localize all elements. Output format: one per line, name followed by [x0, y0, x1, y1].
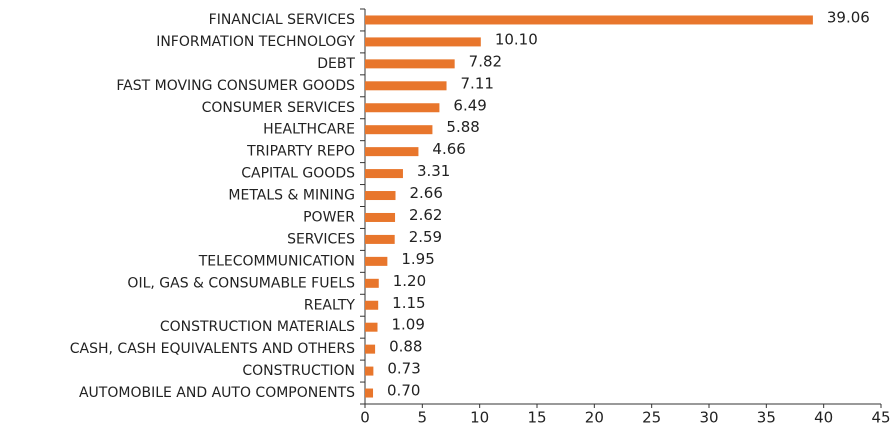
category-label: TELECOMMUNICATION — [198, 253, 355, 269]
value-label: 0.73 — [387, 360, 420, 378]
value-label: 1.95 — [401, 250, 434, 268]
value-label: 0.88 — [389, 338, 422, 356]
category-label: METALS & MINING — [228, 188, 355, 204]
bar — [365, 147, 419, 157]
category-label: CASH, CASH EQUIVALENTS AND OTHERS — [70, 341, 355, 357]
bar — [365, 59, 455, 69]
value-label: 1.09 — [391, 316, 424, 334]
bar — [365, 125, 433, 135]
bar — [365, 191, 396, 201]
category-label: TRIPARTY REPO — [246, 144, 355, 160]
category-label: FAST MOVING CONSUMER GOODS — [116, 78, 355, 94]
bar — [365, 103, 440, 113]
value-label: 1.20 — [393, 272, 426, 290]
category-label: INFORMATION TECHNOLOGY — [156, 34, 355, 50]
bar — [365, 37, 481, 47]
value-label: 3.31 — [417, 162, 450, 180]
bar — [365, 366, 374, 376]
bar — [365, 81, 447, 91]
x-tick-label: 45 — [871, 409, 890, 427]
bar — [365, 278, 379, 288]
category-label: DEBT — [317, 56, 355, 72]
category-label: REALTY — [304, 297, 356, 313]
x-tick-label: 10 — [470, 409, 489, 427]
category-label: SERVICES — [287, 231, 355, 247]
category-label: CONSUMER SERVICES — [202, 100, 356, 116]
value-label: 1.15 — [392, 294, 425, 312]
category-label: AUTOMOBILE AND AUTO COMPONENTS — [79, 385, 355, 401]
value-label: 39.06 — [827, 8, 870, 26]
bar — [365, 300, 379, 310]
value-label: 4.66 — [432, 140, 465, 158]
value-label: 6.49 — [453, 96, 486, 114]
x-tick-label: 35 — [757, 409, 776, 427]
bar — [365, 344, 376, 354]
category-label: HEALTHCARE — [263, 122, 355, 138]
category-label: CAPITAL GOODS — [241, 166, 355, 182]
x-tick-label: 0 — [360, 409, 370, 427]
value-label: 7.11 — [461, 74, 494, 92]
bar — [365, 322, 378, 332]
bar — [365, 256, 388, 266]
category-label: FINANCIAL SERVICES — [209, 12, 355, 28]
value-label: 2.59 — [409, 228, 442, 246]
x-tick-label: 40 — [814, 409, 833, 427]
category-label: OIL, GAS & CONSUMABLE FUELS — [127, 275, 355, 291]
value-label: 7.82 — [469, 52, 502, 70]
value-label: 2.66 — [410, 184, 443, 202]
bar — [365, 234, 395, 244]
bar — [365, 212, 396, 222]
bar — [365, 15, 813, 25]
category-label: CONSTRUCTION MATERIALS — [160, 319, 355, 335]
x-tick-label: 25 — [642, 409, 661, 427]
bar — [365, 388, 374, 398]
x-tick-label: 30 — [699, 409, 718, 427]
value-label: 10.10 — [495, 30, 538, 48]
bar — [365, 169, 403, 179]
category-label: POWER — [303, 209, 355, 225]
value-label: 0.70 — [387, 382, 420, 400]
value-label: 2.62 — [409, 206, 442, 224]
category-label: CONSTRUCTION — [242, 363, 355, 379]
x-tick-label: 5 — [418, 409, 428, 427]
value-label: 5.88 — [446, 118, 479, 136]
x-tick-label: 15 — [527, 409, 546, 427]
x-tick-label: 20 — [585, 409, 604, 427]
